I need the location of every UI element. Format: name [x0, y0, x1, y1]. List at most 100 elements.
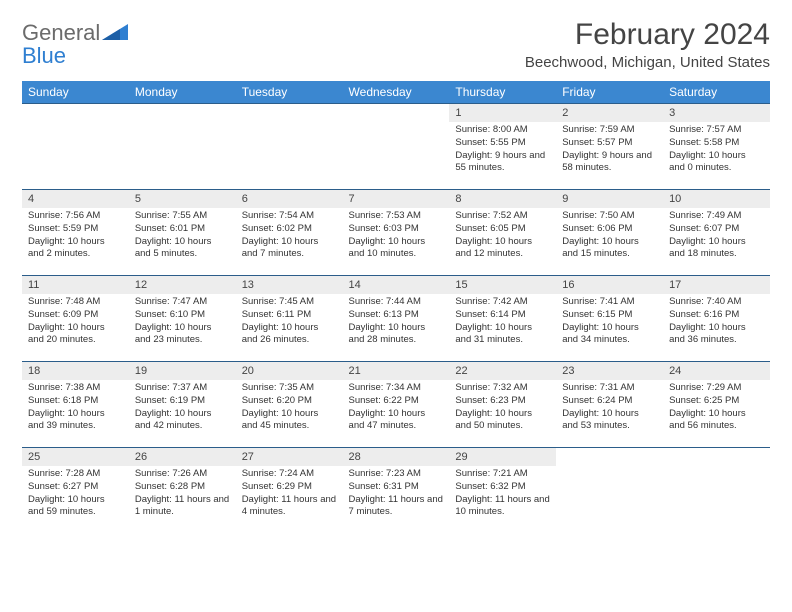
sunrise-line: Sunrise: 7:38 AM: [28, 382, 123, 395]
daylight-line: Daylight: 10 hours and 39 minutes.: [28, 408, 123, 434]
sunset-line: Sunset: 6:06 PM: [562, 223, 657, 236]
day-number: 6: [236, 190, 343, 208]
calendar-cell: 3 Sunrise: 7:57 AMSunset: 5:58 PMDaylight…: [663, 104, 770, 190]
daylight-line: Daylight: 11 hours and 10 minutes.: [455, 494, 550, 520]
day-details: Sunrise: 7:49 AMSunset: 6:07 PMDaylight:…: [663, 208, 770, 265]
daylight-line: Daylight: 10 hours and 36 minutes.: [669, 322, 764, 348]
calendar-cell: 19Sunrise: 7:37 AMSunset: 6:19 PMDayligh…: [129, 362, 236, 448]
sunrise-line: Sunrise: 8:00 AM: [455, 124, 550, 137]
calendar-cell: 27Sunrise: 7:24 AMSunset: 6:29 PMDayligh…: [236, 448, 343, 534]
calendar-cell: 12Sunrise: 7:47 AMSunset: 6:10 PMDayligh…: [129, 276, 236, 362]
daylight-line: Daylight: 10 hours and 10 minutes.: [349, 236, 444, 262]
calendar-body: 1Sunrise: 8:00 AMSunset: 5:55 PMDaylight…: [22, 104, 770, 534]
sunset-line: Sunset: 6:20 PM: [242, 395, 337, 408]
day-details: Sunrise: 7:48 AMSunset: 6:09 PMDaylight:…: [22, 294, 129, 351]
calendar-cell: 4Sunrise: 7:56 AMSunset: 5:59 PMDaylight…: [22, 190, 129, 276]
sunrise-line: Sunrise: 7:32 AM: [455, 382, 550, 395]
logo: General Blue: [22, 22, 128, 68]
sunset-line: Sunset: 5:58 PM: [669, 137, 764, 150]
day-details: Sunrise: 7:41 AMSunset: 6:15 PMDaylight:…: [556, 294, 663, 351]
day-header: Sunday: [22, 81, 129, 104]
calendar-week: 25Sunrise: 7:28 AMSunset: 6:27 PMDayligh…: [22, 448, 770, 534]
calendar-cell: 20Sunrise: 7:35 AMSunset: 6:20 PMDayligh…: [236, 362, 343, 448]
day-details: Sunrise: 7:38 AMSunset: 6:18 PMDaylight:…: [22, 380, 129, 437]
sunrise-line: Sunrise: 7:45 AM: [242, 296, 337, 309]
sunrise-line: Sunrise: 7:53 AM: [349, 210, 444, 223]
day-number: 26: [129, 448, 236, 466]
daylight-line: Daylight: 10 hours and 56 minutes.: [669, 408, 764, 434]
day-number: 12: [129, 276, 236, 294]
sunrise-line: Sunrise: 7:24 AM: [242, 468, 337, 481]
day-details: Sunrise: 7:34 AMSunset: 6:22 PMDaylight:…: [343, 380, 450, 437]
calendar-cell: 16Sunrise: 7:41 AMSunset: 6:15 PMDayligh…: [556, 276, 663, 362]
sunrise-line: Sunrise: 7:42 AM: [455, 296, 550, 309]
sunset-line: Sunset: 6:18 PM: [28, 395, 123, 408]
sunrise-line: Sunrise: 7:34 AM: [349, 382, 444, 395]
sunrise-line: Sunrise: 7:31 AM: [562, 382, 657, 395]
day-number: 20: [236, 362, 343, 380]
daylight-line: Daylight: 10 hours and 20 minutes.: [28, 322, 123, 348]
day-details: Sunrise: 7:54 AMSunset: 6:02 PMDaylight:…: [236, 208, 343, 265]
calendar-cell: 7Sunrise: 7:53 AMSunset: 6:03 PMDaylight…: [343, 190, 450, 276]
logo-text-2: Blue: [22, 43, 66, 68]
calendar-cell: 8Sunrise: 7:52 AMSunset: 6:05 PMDaylight…: [449, 190, 556, 276]
sunset-line: Sunset: 6:05 PM: [455, 223, 550, 236]
day-details: Sunrise: 7:53 AMSunset: 6:03 PMDaylight:…: [343, 208, 450, 265]
sunrise-line: Sunrise: 7:41 AM: [562, 296, 657, 309]
day-number: 3: [663, 104, 770, 122]
day-number: 19: [129, 362, 236, 380]
sunset-line: Sunset: 6:31 PM: [349, 481, 444, 494]
day-details: Sunrise: 7:56 AMSunset: 5:59 PMDaylight:…: [22, 208, 129, 265]
day-number: 14: [343, 276, 450, 294]
day-details: Sunrise: 7:42 AMSunset: 6:14 PMDaylight:…: [449, 294, 556, 351]
calendar-cell: 13Sunrise: 7:45 AMSunset: 6:11 PMDayligh…: [236, 276, 343, 362]
daylight-line: Daylight: 10 hours and 18 minutes.: [669, 236, 764, 262]
calendar-cell: 29Sunrise: 7:21 AMSunset: 6:32 PMDayligh…: [449, 448, 556, 534]
sunset-line: Sunset: 6:25 PM: [669, 395, 764, 408]
calendar-cell: 22Sunrise: 7:32 AMSunset: 6:23 PMDayligh…: [449, 362, 556, 448]
calendar-cell: [343, 104, 450, 190]
calendar-cell: 21Sunrise: 7:34 AMSunset: 6:22 PMDayligh…: [343, 362, 450, 448]
day-number: 4: [22, 190, 129, 208]
header: General Blue February 2024 Beechwood, Mi…: [22, 18, 770, 71]
calendar-cell: 9Sunrise: 7:50 AMSunset: 6:06 PMDaylight…: [556, 190, 663, 276]
calendar-cell: 18Sunrise: 7:38 AMSunset: 6:18 PMDayligh…: [22, 362, 129, 448]
daylight-line: Daylight: 10 hours and 45 minutes.: [242, 408, 337, 434]
sunrise-line: Sunrise: 7:57 AM: [669, 124, 764, 137]
day-number: 22: [449, 362, 556, 380]
daylight-line: Daylight: 10 hours and 26 minutes.: [242, 322, 337, 348]
calendar-cell: 17Sunrise: 7:40 AMSunset: 6:16 PMDayligh…: [663, 276, 770, 362]
day-header: Monday: [129, 81, 236, 104]
calendar-cell: 6Sunrise: 7:54 AMSunset: 6:02 PMDaylight…: [236, 190, 343, 276]
daylight-line: Daylight: 9 hours and 55 minutes.: [455, 150, 550, 176]
logo-text-1: General: [22, 20, 100, 45]
day-number: 24: [663, 362, 770, 380]
day-number: 17: [663, 276, 770, 294]
calendar-week: 11Sunrise: 7:48 AMSunset: 6:09 PMDayligh…: [22, 276, 770, 362]
daylight-line: Daylight: 10 hours and 47 minutes.: [349, 408, 444, 434]
sunrise-line: Sunrise: 7:49 AM: [669, 210, 764, 223]
calendar-cell: 14Sunrise: 7:44 AMSunset: 6:13 PMDayligh…: [343, 276, 450, 362]
calendar-cell: [22, 104, 129, 190]
sunset-line: Sunset: 6:02 PM: [242, 223, 337, 236]
calendar-cell: 2Sunrise: 7:59 AMSunset: 5:57 PMDaylight…: [556, 104, 663, 190]
day-details: Sunrise: 7:23 AMSunset: 6:31 PMDaylight:…: [343, 466, 450, 523]
sunset-line: Sunset: 6:01 PM: [135, 223, 230, 236]
sunset-line: Sunset: 6:24 PM: [562, 395, 657, 408]
sunset-line: Sunset: 6:14 PM: [455, 309, 550, 322]
daylight-line: Daylight: 10 hours and 0 minutes.: [669, 150, 764, 176]
calendar-week: 4Sunrise: 7:56 AMSunset: 5:59 PMDaylight…: [22, 190, 770, 276]
calendar-cell: 5Sunrise: 7:55 AMSunset: 6:01 PMDaylight…: [129, 190, 236, 276]
calendar-cell: 10Sunrise: 7:49 AMSunset: 6:07 PMDayligh…: [663, 190, 770, 276]
daylight-line: Daylight: 11 hours and 7 minutes.: [349, 494, 444, 520]
day-number: 2: [556, 104, 663, 122]
location-text: Beechwood, Michigan, United States: [525, 54, 770, 71]
daylight-line: Daylight: 10 hours and 28 minutes.: [349, 322, 444, 348]
day-details: Sunrise: 7:40 AMSunset: 6:16 PMDaylight:…: [663, 294, 770, 351]
day-details: Sunrise: 7:50 AMSunset: 6:06 PMDaylight:…: [556, 208, 663, 265]
calendar-week: 1Sunrise: 8:00 AMSunset: 5:55 PMDaylight…: [22, 104, 770, 190]
day-number: 23: [556, 362, 663, 380]
calendar-week: 18Sunrise: 7:38 AMSunset: 6:18 PMDayligh…: [22, 362, 770, 448]
sunset-line: Sunset: 6:28 PM: [135, 481, 230, 494]
sunrise-line: Sunrise: 7:44 AM: [349, 296, 444, 309]
